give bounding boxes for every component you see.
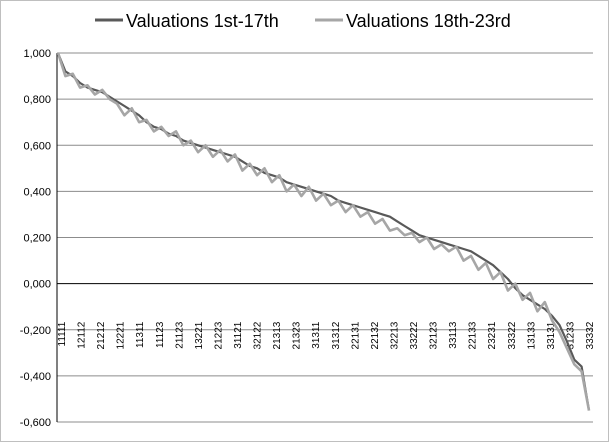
x-tick-label: 12221 <box>116 321 127 349</box>
y-tick-label: -0,200 <box>20 325 51 337</box>
y-tick-label: -0,600 <box>20 417 51 429</box>
gridlines <box>56 52 593 423</box>
x-tick-label: 31312 <box>331 321 342 349</box>
x-tick-label: 22133 <box>468 321 479 349</box>
y-tick-label: 0,000 <box>23 279 51 291</box>
y-tick-label: 0,800 <box>23 94 51 106</box>
legend-label-series-1: Valuations 1st-17th <box>126 11 279 31</box>
x-tick-label: 32123 <box>429 321 440 349</box>
x-tick-label: 13133 <box>526 321 537 349</box>
y-tick-label: 0,400 <box>23 186 51 198</box>
x-tick-label: 33113 <box>448 321 459 349</box>
x-tick-label: 32122 <box>253 321 264 349</box>
series-line-2 <box>56 52 591 411</box>
series-line-1 <box>56 52 591 411</box>
x-tick-label: 31233 <box>565 321 576 349</box>
x-tick-label: 12112 <box>77 321 88 349</box>
x-tick-label: 21223 <box>213 321 224 349</box>
x-tick-label: 11311 <box>135 321 146 348</box>
y-tick-label: -0,400 <box>20 371 51 383</box>
x-tick-label: 33222 <box>409 321 420 349</box>
y-axis-ticks: 1,000 0,800 0,600 0,400 0,200 0,000 -0,200 -0,4… <box>20 48 51 429</box>
x-tick-label: 11123 <box>155 321 166 348</box>
x-tick-label: 33131 <box>546 321 557 349</box>
x-tick-label: 31311 <box>311 321 322 349</box>
x-tick-label: 33322 <box>507 321 518 349</box>
x-tick-label: 11111 <box>57 321 68 346</box>
x-tick-label: 21313 <box>272 321 283 349</box>
x-tick-label: 21212 <box>96 321 107 349</box>
legend: Valuations 1st-17th Valuations 18th-23rd <box>95 11 511 31</box>
x-tick-label: 22132 <box>370 321 381 349</box>
x-tick-label: 31121 <box>233 321 244 349</box>
y-tick-label: 0,600 <box>23 140 51 152</box>
x-axis-ticks: 11111 12112 21212 12221 11311 11123 21123 13221… <box>57 321 596 349</box>
series-lines <box>56 52 591 411</box>
legend-label-series-2: Valuations 18th-23rd <box>346 11 511 31</box>
x-tick-label: 33332 <box>585 321 596 349</box>
x-tick-label: 21323 <box>292 321 303 349</box>
x-tick-label: 23231 <box>487 321 498 349</box>
x-tick-label: 22131 <box>350 321 361 349</box>
y-tick-label: 1,000 <box>23 48 51 60</box>
x-tick-label: 13221 <box>194 321 205 349</box>
y-tick-label: 0,200 <box>23 233 51 245</box>
x-tick-label: 32213 <box>389 321 400 349</box>
x-tick-label: 21123 <box>174 321 185 349</box>
